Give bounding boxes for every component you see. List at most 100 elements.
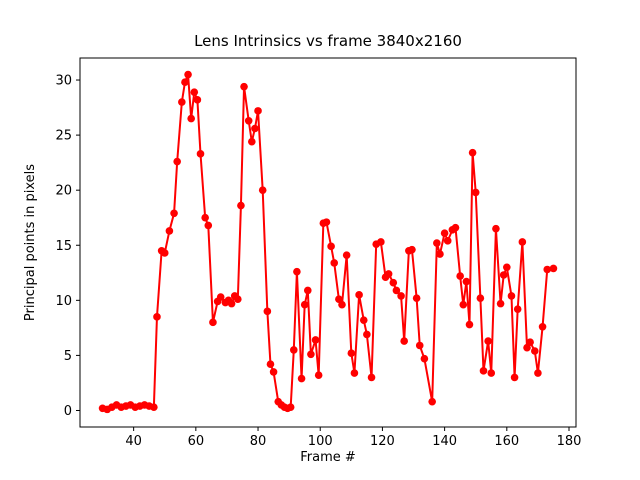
data-point-marker <box>173 157 181 166</box>
data-point-marker <box>443 237 452 245</box>
data-point-marker <box>170 209 178 218</box>
data-point-marker <box>476 294 485 302</box>
data-point-marker <box>266 360 275 369</box>
data-point-marker <box>153 313 161 321</box>
data-point-marker <box>526 338 534 346</box>
data-point-marker <box>484 337 492 345</box>
data-point-marker <box>347 349 356 358</box>
data-point-marker <box>300 300 309 309</box>
x-axis-label: Frame # <box>300 450 356 465</box>
data-point-marker <box>534 369 542 377</box>
data-point-marker <box>433 239 441 247</box>
y-tick-label: 15 <box>55 239 72 254</box>
data-point-marker <box>496 299 505 308</box>
x-tick-label: 160 <box>494 434 519 449</box>
data-point-marker <box>193 96 202 104</box>
data-point-marker <box>518 238 527 246</box>
data-point-marker <box>254 107 262 115</box>
data-point-marker <box>234 295 242 304</box>
data-point-marker <box>227 299 236 308</box>
data-point-marker <box>350 369 359 377</box>
x-tick-label: 60 <box>188 434 205 449</box>
data-point-marker <box>327 242 335 251</box>
data-point-marker <box>216 293 225 301</box>
data-point-marker <box>209 318 217 327</box>
plot-frame <box>79 57 577 428</box>
data-point-marker <box>459 300 468 309</box>
data-point-marker <box>377 238 385 246</box>
data-point-marker <box>465 320 474 329</box>
data-point-marker <box>251 124 259 133</box>
data-point-marker <box>244 116 253 125</box>
data-point-marker <box>510 373 519 382</box>
data-point-marker <box>389 278 398 287</box>
data-point-marker <box>487 369 496 377</box>
y-tick-label: 5 <box>64 349 72 364</box>
data-point-marker <box>549 264 558 273</box>
y-tick-label: 30 <box>55 74 72 89</box>
data-point-marker <box>314 371 323 380</box>
x-tick-label: 40 <box>125 434 142 449</box>
data-point-marker <box>322 218 331 226</box>
chart-title: Lens Intrinsics vs frame 3840x2160 <box>194 32 462 50</box>
data-point-marker <box>355 291 363 299</box>
data-point-marker <box>451 223 460 232</box>
data-point-marker <box>196 150 205 158</box>
data-point-marker <box>531 347 539 355</box>
data-point-marker <box>293 267 301 276</box>
data-point-marker <box>178 98 186 106</box>
data-point-marker <box>240 82 248 91</box>
y-tick-label: 25 <box>55 129 72 144</box>
data-point-marker <box>471 188 480 197</box>
data-point-marker <box>415 341 424 350</box>
data-point-marker <box>187 114 195 123</box>
data-point-marker <box>311 336 320 344</box>
data-point-marker <box>359 316 368 324</box>
data-point-marker <box>392 286 401 295</box>
data-point-marker <box>462 277 471 286</box>
data-point-marker <box>456 272 464 280</box>
data-point-marker <box>263 307 272 316</box>
data-point-marker <box>160 249 169 257</box>
data-point-marker <box>400 337 408 345</box>
data-point-marker <box>412 294 421 302</box>
data-point-marker <box>543 265 552 274</box>
data-point-marker <box>297 374 306 383</box>
data-point-marker <box>330 259 339 267</box>
x-tick-label: 140 <box>432 434 457 449</box>
data-point-marker <box>499 271 508 279</box>
x-tick-label: 80 <box>250 434 267 449</box>
data-point-marker <box>397 292 405 300</box>
data-point-marker <box>513 305 522 313</box>
data-point-marker <box>204 221 213 230</box>
data-point-marker <box>367 373 376 382</box>
data-point-marker <box>440 229 449 237</box>
data-point-marker <box>248 137 256 146</box>
data-point-marker <box>436 250 444 258</box>
data-point-marker <box>201 213 209 222</box>
data-point-marker <box>468 148 477 157</box>
x-tick-label: 180 <box>557 434 582 449</box>
data-point-marker <box>338 300 346 309</box>
data-point-marker <box>190 88 199 96</box>
data-point-marker <box>342 251 351 259</box>
y-tick-label: 10 <box>55 294 72 309</box>
data-point-marker <box>384 270 393 278</box>
data-point-marker <box>507 292 516 300</box>
data-point-marker <box>408 245 416 254</box>
data-point-marker <box>307 350 315 359</box>
data-point-marker <box>503 263 511 272</box>
data-point-marker <box>286 403 295 411</box>
data-point-marker <box>479 367 488 375</box>
data-point-marker <box>181 78 189 87</box>
data-point-marker <box>184 70 192 79</box>
data-point-marker <box>237 201 245 210</box>
data-point-marker <box>363 330 371 339</box>
y-tick-label: 20 <box>55 184 72 199</box>
data-point-marker <box>492 224 500 233</box>
data-point-marker <box>420 354 429 363</box>
data-point-marker <box>269 368 278 376</box>
